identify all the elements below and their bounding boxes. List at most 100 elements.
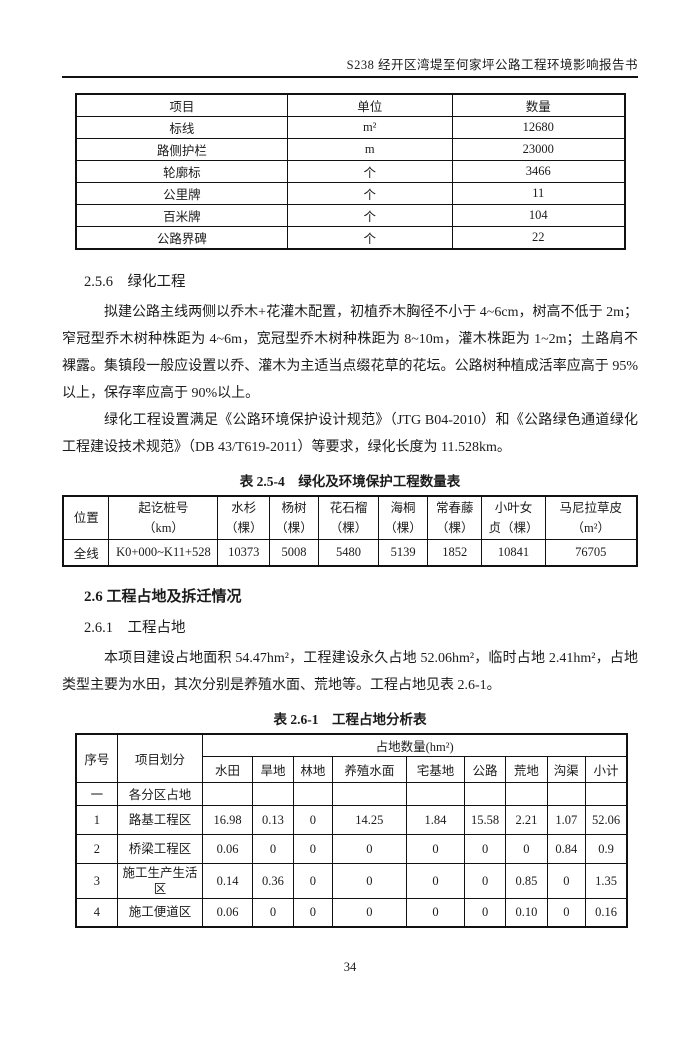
- column-header-stake: 起讫桩号 （km）: [108, 495, 219, 540]
- table-row: 标线 m² 12680: [75, 116, 626, 139]
- table-row: 全线 K0+000~K11+528 10373 5008 5480 5139 1…: [62, 539, 638, 566]
- table-cell: 施工生产生活区: [116, 862, 204, 899]
- header-line: （棵）: [384, 521, 422, 535]
- header-line: （棵）: [329, 521, 368, 535]
- table-cell: 0: [293, 897, 333, 928]
- table-cell: [505, 781, 548, 806]
- table-cell: 个: [286, 182, 453, 205]
- table-cell: 轮廓标: [75, 160, 288, 183]
- table-cell: [293, 781, 333, 806]
- table-cell: 1: [75, 804, 118, 835]
- column-header-pomegranate: 花石榴 （棵）: [317, 495, 380, 540]
- land-occupation-table: 序号 项目划分 占地数量(hm²) 水田 旱地 林地 养殖水面 宅基地 公路 荒…: [75, 732, 628, 928]
- column-header-dryland: 旱地: [251, 755, 295, 783]
- header-line: 小叶女: [494, 501, 533, 515]
- column-header-poplar: 杨树 （棵）: [269, 495, 319, 540]
- table-cell: 104: [451, 204, 626, 227]
- header-line: （棵）: [435, 521, 474, 535]
- column-header-ivy: 常春藤 （棵）: [426, 495, 483, 540]
- table-header-row: 序号 项目划分 占地数量(hm²): [75, 733, 628, 783]
- table-row: 3 施工生产生活区 0.14 0.36 0 0 0 0 0.85 0 1.35: [75, 862, 628, 899]
- table-cell: 0.13: [251, 804, 295, 835]
- header-line: 花石榴: [329, 501, 368, 515]
- table-subheader-row: 水田 旱地 林地 养殖水面 宅基地 公路 荒地 沟渠 小计: [76, 755, 628, 783]
- column-header-location: 位置: [62, 495, 110, 540]
- table-cell: 0.06: [202, 833, 253, 864]
- table-group-row: 一 各分区占地: [75, 781, 628, 806]
- table-cell: 10373: [217, 539, 271, 566]
- table-cell: 路基工程区: [116, 804, 204, 835]
- column-header-aquaculture: 养殖水面: [331, 755, 408, 783]
- table-cell: 0: [251, 833, 295, 864]
- table-cell: 0: [463, 897, 507, 928]
- table-cell: [251, 781, 295, 806]
- table-cell: [585, 781, 628, 806]
- paragraph: 绿化工程设置满足《公路环境保护设计规范》（JTG B04-2010）和《公路绿色…: [62, 413, 638, 455]
- header-line: （棵）: [225, 521, 263, 535]
- column-header-area-group: 占地数量(hm²): [202, 733, 628, 757]
- table-caption-254: 表 2.5-4 绿化及环境保护工程数量表: [239, 474, 461, 489]
- table-cell: 0: [293, 804, 333, 835]
- table-row: 2 桥梁工程区 0.06 0 0 0 0 0 0 0.84 0.9: [75, 833, 628, 864]
- table-cell: 百米牌: [75, 204, 288, 227]
- table-cell: m²: [286, 116, 453, 139]
- table-cell: 12680: [451, 116, 626, 139]
- column-header-ditch: 沟渠: [546, 755, 587, 783]
- table-cell: 15.58: [463, 804, 507, 835]
- table-cell: 3466: [451, 160, 626, 183]
- table-cell: [463, 781, 507, 806]
- header-line: 常春藤: [435, 501, 474, 515]
- table-cell: 0: [331, 862, 408, 899]
- table-cell: 个: [286, 160, 453, 183]
- table-cell: 11: [451, 182, 626, 205]
- column-header-subtotal: 小计: [585, 755, 628, 783]
- column-header-qty: 数量: [451, 93, 626, 117]
- table-cell: 52.06: [585, 804, 628, 835]
- table-cell: 0: [331, 833, 408, 864]
- table-caption-261: 表 2.6-1 工程占地分析表: [273, 711, 427, 727]
- table-cell: [202, 781, 253, 806]
- table-row: 轮廓标 个 3466: [75, 160, 626, 183]
- table-cell: 0.9: [585, 833, 628, 864]
- table-cell: 16.98: [202, 804, 253, 835]
- header-line: 起讫桩号: [138, 501, 189, 515]
- table-cell: 4: [75, 897, 118, 928]
- table-cell: 0.06: [202, 897, 253, 928]
- table-cell: 个: [286, 226, 453, 250]
- table-cell: 76705: [544, 539, 638, 566]
- column-header-unit: 单位: [286, 93, 453, 117]
- table-cell: 2.21: [505, 804, 548, 835]
- header-line: 马尼拉草皮: [559, 501, 623, 515]
- table-cell: 0: [505, 833, 548, 864]
- table-cell: 1.84: [406, 804, 465, 835]
- table-header-row: 位置 起讫桩号 （km） 水杉 （棵） 杨树 （棵） 花石榴 （棵） 海桐 （棵） 常春藤…: [62, 495, 638, 540]
- table-cell: 2: [75, 833, 118, 864]
- table-cell: 公路界碑: [75, 226, 288, 250]
- table-cell: 公里牌: [75, 182, 288, 205]
- header-line: 水杉: [231, 501, 257, 515]
- paragraph: 拟建公路主线两侧以乔木+花灌木配置，初植乔木胸径不小于 4~6cm，树高不低于 …: [62, 305, 638, 401]
- column-header-item: 项目: [75, 93, 288, 117]
- table-cell: 0: [406, 897, 465, 928]
- section-heading-261: 2.6.1 工程占地: [84, 619, 186, 636]
- table-row: 公路界碑 个 22: [75, 226, 626, 250]
- header-line: （棵）: [275, 521, 313, 535]
- column-header-index: 序号: [75, 733, 118, 783]
- page-number: 34: [343, 960, 357, 974]
- header-line: 海桐: [390, 501, 416, 515]
- table-cell: 全线: [62, 539, 110, 566]
- table-cell: 0: [293, 862, 333, 899]
- table-cell: 3: [75, 862, 118, 899]
- paragraph: 本项目建设占地面积 54.47hm²，工程建设永久占地 52.06hm²，临时占…: [62, 650, 638, 693]
- table-cell: 0: [406, 862, 465, 899]
- table-row: 4 施工便道区 0.06 0 0 0 0 0 0.10 0 0.16: [75, 897, 628, 928]
- table-cell: 23000: [451, 138, 626, 161]
- section-heading-26: 2.6 工程占地及拆迁情况: [84, 588, 242, 605]
- table-cell: [546, 781, 587, 806]
- header-line: 位置: [73, 511, 99, 525]
- table-cell: 5480: [317, 539, 380, 566]
- greening-table: 位置 起讫桩号 （km） 水杉 （棵） 杨树 （棵） 花石榴 （棵） 海桐 （棵） 常春藤…: [62, 495, 638, 567]
- table-cell: 0: [546, 862, 587, 899]
- table-cell: 标线: [75, 116, 288, 139]
- table-cell: 0.36: [251, 862, 295, 899]
